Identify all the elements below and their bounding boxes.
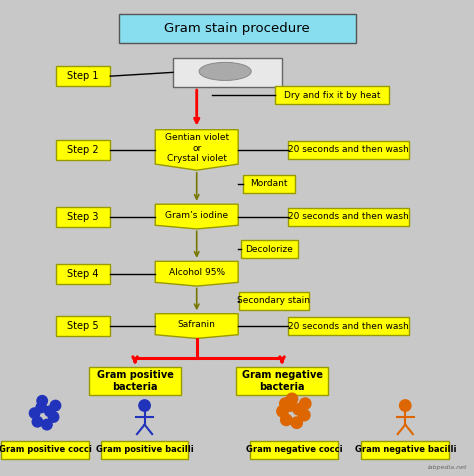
Text: Gram positive cocci: Gram positive cocci: [0, 446, 91, 454]
Circle shape: [50, 400, 61, 411]
Circle shape: [32, 416, 43, 427]
Polygon shape: [155, 314, 238, 338]
Circle shape: [36, 402, 46, 413]
Circle shape: [299, 409, 310, 421]
Circle shape: [42, 419, 52, 430]
Circle shape: [284, 400, 296, 411]
Circle shape: [37, 396, 47, 406]
FancyBboxPatch shape: [288, 208, 409, 226]
Circle shape: [280, 398, 291, 409]
Polygon shape: [155, 204, 238, 229]
FancyBboxPatch shape: [1, 441, 89, 459]
Text: Dry and fix it by heat: Dry and fix it by heat: [283, 91, 380, 99]
Text: Step 3: Step 3: [67, 211, 99, 222]
FancyBboxPatch shape: [361, 441, 449, 459]
Text: Step 2: Step 2: [67, 145, 99, 155]
FancyBboxPatch shape: [250, 441, 337, 459]
Text: Gentian violet
or
Crystal violet: Gentian violet or Crystal violet: [164, 133, 229, 163]
Circle shape: [139, 400, 150, 411]
FancyBboxPatch shape: [243, 175, 295, 193]
Text: Secondary stain: Secondary stain: [237, 297, 310, 305]
FancyBboxPatch shape: [288, 141, 409, 159]
Text: Decolorize: Decolorize: [245, 245, 293, 254]
Text: 20 seconds and then wash: 20 seconds and then wash: [288, 146, 409, 154]
Circle shape: [293, 404, 304, 415]
Text: Alcohol 95%: Alcohol 95%: [169, 268, 225, 277]
Text: Gram positive bacilli: Gram positive bacilli: [96, 446, 193, 454]
Polygon shape: [155, 129, 238, 170]
Text: Gram negative bacilli: Gram negative bacilli: [355, 446, 456, 454]
Circle shape: [277, 406, 288, 417]
FancyBboxPatch shape: [239, 292, 309, 310]
FancyBboxPatch shape: [56, 316, 110, 336]
FancyBboxPatch shape: [56, 264, 110, 284]
Text: Mordant: Mordant: [250, 179, 288, 188]
Text: Step 5: Step 5: [67, 321, 99, 331]
FancyBboxPatch shape: [275, 86, 389, 104]
Circle shape: [48, 412, 59, 422]
Text: Gram negative cocci: Gram negative cocci: [246, 446, 342, 454]
Text: Step 1: Step 1: [67, 71, 99, 81]
FancyBboxPatch shape: [236, 367, 328, 395]
Circle shape: [281, 414, 292, 426]
FancyBboxPatch shape: [56, 140, 110, 160]
Text: 20 seconds and then wash: 20 seconds and then wash: [288, 322, 409, 330]
FancyBboxPatch shape: [173, 58, 282, 87]
Circle shape: [286, 393, 298, 405]
Text: Gram positive
bacteria: Gram positive bacteria: [97, 369, 173, 392]
Circle shape: [400, 400, 411, 411]
FancyBboxPatch shape: [118, 14, 356, 43]
Text: labpedia.net: labpedia.net: [428, 465, 467, 470]
Circle shape: [300, 398, 311, 409]
Text: Gram’s iodine: Gram’s iodine: [165, 211, 228, 220]
Text: Gram stain procedure: Gram stain procedure: [164, 22, 310, 35]
Text: 20 seconds and then wash: 20 seconds and then wash: [288, 212, 409, 221]
FancyBboxPatch shape: [56, 66, 110, 86]
Circle shape: [291, 417, 302, 428]
FancyBboxPatch shape: [241, 240, 298, 258]
Polygon shape: [155, 261, 238, 286]
FancyBboxPatch shape: [100, 441, 188, 459]
Circle shape: [45, 406, 55, 416]
Text: Gram negative
bacteria: Gram negative bacteria: [242, 369, 322, 392]
Text: Step 4: Step 4: [67, 268, 99, 279]
FancyBboxPatch shape: [89, 367, 181, 395]
Circle shape: [29, 408, 40, 418]
FancyBboxPatch shape: [56, 207, 110, 227]
Text: Safranin: Safranin: [178, 320, 216, 329]
Ellipse shape: [199, 62, 251, 80]
FancyBboxPatch shape: [288, 317, 409, 335]
